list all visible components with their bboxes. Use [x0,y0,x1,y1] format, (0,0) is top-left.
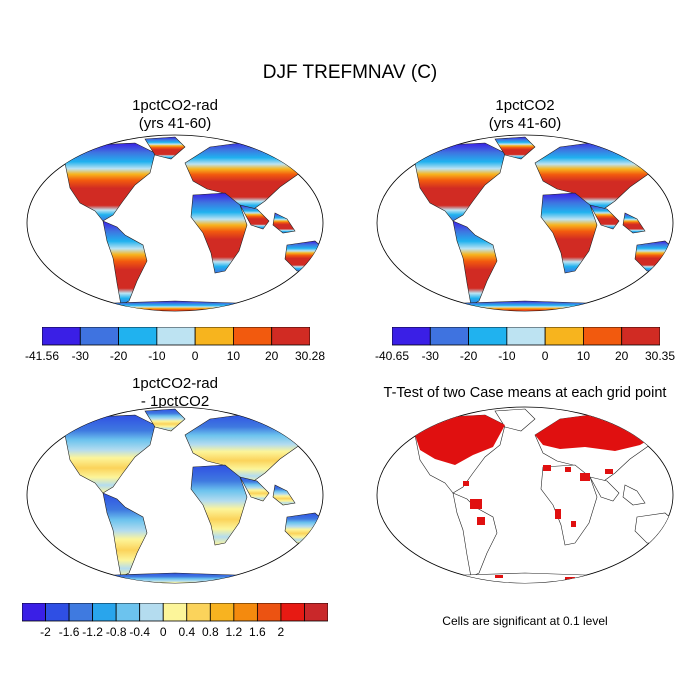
colorbar-1-label: -10 [148,349,166,363]
panel-2-title-line2: (yrs 41-60) [488,115,562,132]
colorbar-swatch [162,603,188,622]
colorbar-1-label: 30.28 [294,349,326,363]
colorbar-swatch [139,603,164,622]
colorbar-1-label: 10 [226,349,241,363]
colorbar-3-label: 0.4 [178,625,196,639]
colorbar-swatch [544,327,584,346]
colorbar-1-label: -41.56 [24,349,60,363]
colorbar-swatch [280,603,305,622]
colorbar-2-labels: -40.65 -30 -20 -10 0 10 20 30.35 [375,349,675,365]
map-4 [376,406,674,584]
colorbar-2-label: 20 [615,349,629,363]
colorbar-swatch [115,603,141,622]
colorbar-swatch [156,327,196,346]
panel-1-title-line1: 1pctCO2-rad [132,97,218,114]
colorbar-3-label: -1.6 [58,625,80,639]
panel-2-title-line1: 1pctCO2 [495,97,555,114]
colorbar-swatch [304,603,328,622]
colorbar-swatch [256,603,282,622]
panel-2-title: 1pctCO2 (yrs 41-60) [375,97,675,133]
colorbar-swatch [118,327,158,346]
colorbar-2 [392,327,660,346]
significance-note: Cells are significant at 0.1 level [442,614,608,628]
colorbar-swatch [79,327,119,346]
colorbar-3-label: -1.2 [82,625,103,639]
colorbar-swatch [621,327,660,346]
map-3 [26,406,324,584]
colorbar-3-label: -0.8 [105,625,127,639]
panel-3-title: 1pctCO2-rad - 1pctCO2 [25,375,325,411]
colorbar-swatch [209,603,235,622]
panel-3-title-line2: - 1pctCO2 [140,393,210,410]
colorbar-swatch [233,327,273,346]
colorbar-2-label: -30 [421,349,439,363]
figure-title: DJF TREFMNAV (C) [262,62,438,83]
panel-3-title-line1: 1pctCO2-rad [132,375,218,392]
colorbar-3-label: 0 [159,625,167,639]
colorbar-swatch [392,327,431,346]
colorbar-3-label: 0.8 [201,625,219,639]
map-1 [26,134,324,312]
colorbar-swatch [92,603,117,622]
colorbar-2-label: 10 [576,349,591,363]
colorbar-3-label: -0.4 [129,625,151,639]
colorbar-swatch [68,603,94,622]
colorbar-2-label: -40.65 [374,349,410,363]
colorbar-1-label: 0 [191,349,199,363]
colorbar-2-label: -10 [498,349,516,363]
colorbar-swatch [271,327,310,346]
colorbar-swatch [429,327,469,346]
panel-4-title: T-Test of two Case means at each grid po… [383,385,667,401]
panel-1-title: 1pctCO2-rad (yrs 41-60) [25,97,325,133]
colorbar-3-label: 1.6 [249,625,266,639]
map-2 [376,134,674,312]
colorbar-swatch [22,603,46,622]
colorbar-swatch [42,327,81,346]
colorbar-2-label: 0 [541,349,549,363]
colorbar-3-labels: -2 -1.6 -1.2 -0.8 -0.4 0 0.4 0.8 1.2 1.6… [22,625,328,641]
colorbar-3-label: 1.2 [225,625,243,639]
colorbar-1 [42,327,310,346]
colorbar-3-label: 2 [277,625,285,639]
colorbar-2-label: -20 [459,349,478,363]
colorbar-swatch [506,327,546,346]
colorbar-swatch [194,327,234,346]
colorbar-1-labels: -41.56 -30 -20 -10 0 10 20 30.28 [25,349,325,365]
colorbar-1-label: 20 [265,349,279,363]
colorbar-swatch [233,603,258,622]
colorbar-swatch [583,327,623,346]
colorbar-3-label: -2 [40,625,51,639]
colorbar-3 [22,603,328,622]
colorbar-swatch [45,603,70,622]
colorbar-swatch [468,327,508,346]
colorbar-1-label: -20 [109,349,128,363]
colorbar-2-label: 30.35 [644,349,676,363]
colorbar-swatch [186,603,211,622]
panel-1-title-line2: (yrs 41-60) [138,115,212,132]
colorbar-1-label: -30 [71,349,89,363]
